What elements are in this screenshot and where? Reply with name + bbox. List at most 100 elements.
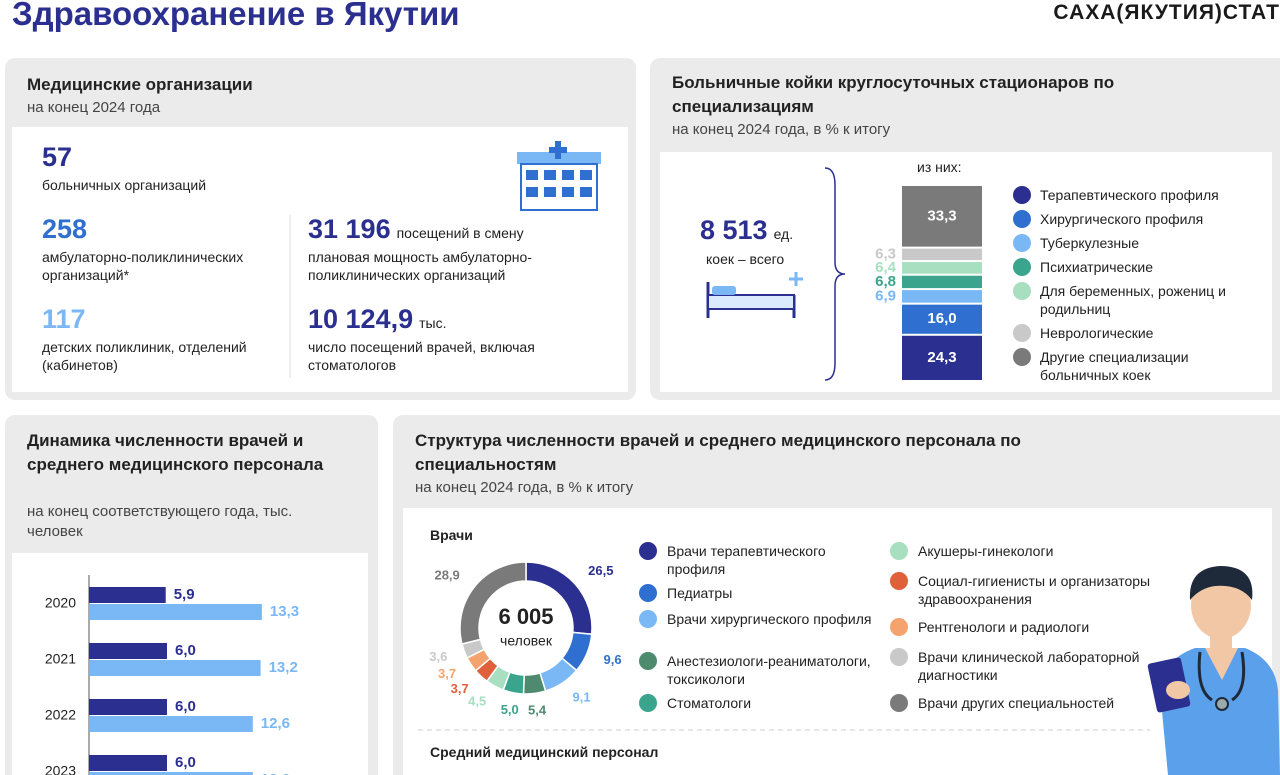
chart-title: Структура численности врачей и среднего … bbox=[415, 431, 1021, 474]
value-label: 12,6 bbox=[261, 771, 290, 775]
donut-slice bbox=[459, 561, 527, 645]
chart-subtitle: на конец 2024 года, в % к итогу bbox=[672, 121, 891, 138]
legend-label: Врачи других специальностей bbox=[918, 695, 1115, 711]
legend-label: Врачи клинической лабораторной диагности… bbox=[918, 649, 1140, 683]
value-label: 9,6 bbox=[604, 652, 622, 667]
legend-label: Туберкулезные bbox=[1040, 235, 1139, 251]
legend-swatch bbox=[639, 694, 657, 712]
value-label: 3,7 bbox=[451, 681, 469, 696]
legend-swatch bbox=[1013, 324, 1031, 342]
value-label: 3,6 bbox=[429, 649, 447, 664]
stat-unit: посещений в смену bbox=[396, 225, 524, 241]
value-label: 6,8 bbox=[875, 273, 896, 290]
legend-label: Акушеры-гинекологи bbox=[918, 543, 1054, 559]
legend-swatch bbox=[639, 584, 657, 602]
legend-swatch bbox=[1013, 186, 1031, 204]
bar-segment bbox=[902, 290, 982, 303]
legend-swatch bbox=[1013, 234, 1031, 252]
legend-label: Педиатры bbox=[667, 585, 733, 601]
bar bbox=[89, 587, 166, 603]
stat-label: число посещений врачей, включая стоматол… bbox=[308, 339, 535, 373]
legend-swatch bbox=[1013, 348, 1031, 366]
bar-segment bbox=[902, 335, 982, 380]
value-label: 24,3 bbox=[927, 349, 956, 366]
value-label: 26,5 bbox=[588, 563, 613, 578]
value-label: 6,0 bbox=[175, 642, 196, 659]
value-label: 5,4 bbox=[528, 703, 547, 718]
bar bbox=[89, 755, 167, 771]
card-title: Медицинские организации bbox=[27, 75, 253, 94]
legend-swatch bbox=[1013, 210, 1031, 228]
bar bbox=[89, 772, 253, 775]
center-value: 6 005 bbox=[498, 604, 553, 629]
value-label: 6,4 bbox=[875, 259, 897, 276]
bar bbox=[89, 604, 262, 620]
legend-label: Врачи терапевтического профиля bbox=[667, 543, 826, 577]
bar-segment bbox=[902, 275, 982, 289]
total-label: коек – всего bbox=[706, 251, 785, 267]
annotation: из них: bbox=[917, 159, 962, 175]
bar bbox=[89, 643, 167, 659]
value-label: 13,2 bbox=[269, 659, 298, 676]
legend-swatch bbox=[890, 618, 908, 636]
stat-value: 10 124,9 bbox=[308, 304, 414, 334]
card-subtitle: на конец 2024 года bbox=[27, 99, 161, 116]
legend-swatch bbox=[639, 542, 657, 560]
total-unit: ед. bbox=[773, 226, 794, 242]
value-label: 6,0 bbox=[175, 754, 196, 771]
hospital-icon bbox=[517, 141, 601, 211]
total-row: 8 513 ед. bbox=[700, 215, 793, 249]
legend-label: Неврологические bbox=[1040, 325, 1154, 341]
legend-label: Другие специализации больничных коек bbox=[1040, 349, 1189, 383]
stat-value-row: 117 bbox=[42, 304, 86, 334]
bar-segment bbox=[902, 262, 982, 274]
value-label: 6,3 bbox=[875, 245, 896, 262]
value-label: 6,9 bbox=[875, 287, 896, 304]
page-title: Здравоохранение в Якутии bbox=[12, 0, 460, 32]
value-label: 33,3 bbox=[927, 207, 956, 224]
category-label: 2022 bbox=[45, 707, 76, 723]
stat-value-row: 10 124,9 тыс. bbox=[308, 304, 446, 338]
legend-label: Стоматологи bbox=[667, 695, 752, 711]
center-label: человек bbox=[500, 633, 553, 649]
stat-value: 31 196 bbox=[308, 214, 391, 244]
legend-label: Хирургического профиля bbox=[1040, 211, 1204, 227]
legend-swatch bbox=[1013, 258, 1031, 276]
legend-label: Терапевтического профиля bbox=[1040, 187, 1219, 203]
value-label: 6,0 bbox=[175, 698, 196, 715]
category-label: 2023 bbox=[45, 763, 76, 775]
stat-unit: тыс. bbox=[419, 315, 447, 331]
value-label: 13,3 bbox=[270, 603, 299, 620]
logo: САХА(ЯКУТИЯ)СТАТ bbox=[1053, 1, 1280, 24]
category-label: 2021 bbox=[45, 651, 76, 667]
value-label: 5,9 bbox=[174, 586, 195, 603]
total-value: 8 513 bbox=[700, 215, 768, 245]
category-label: 2020 bbox=[45, 595, 76, 611]
value-label: 5,0 bbox=[501, 702, 519, 717]
stat-value: 57 bbox=[42, 142, 73, 172]
value-label: 9,1 bbox=[573, 689, 591, 704]
legend-label: Анестезиологи-реаниматологи, токсикологи bbox=[667, 653, 871, 687]
value-label: 3,7 bbox=[438, 666, 456, 681]
legend-label: Психиатрические bbox=[1040, 259, 1154, 275]
value-label: 16,0 bbox=[927, 310, 956, 327]
legend-swatch bbox=[890, 648, 908, 666]
legend-swatch bbox=[890, 542, 908, 560]
brace bbox=[824, 167, 846, 381]
bar-segment bbox=[902, 304, 982, 334]
bed-icon bbox=[706, 272, 803, 318]
legend-swatch bbox=[890, 572, 908, 590]
stat-value: 258 bbox=[42, 214, 88, 244]
bar bbox=[89, 660, 261, 676]
chart-title: Динамика численности врачей и среднего м… bbox=[27, 431, 324, 474]
stat-label: плановая мощность амбулаторно-поликлинич… bbox=[308, 249, 532, 283]
section-label: Врачи bbox=[430, 527, 473, 543]
bar bbox=[89, 699, 167, 715]
legend-swatch bbox=[639, 610, 657, 628]
stat-value-row: 57 bbox=[42, 142, 72, 172]
legend-label: Для беременных, рожениц и родильниц bbox=[1040, 283, 1226, 317]
chart-subtitle: на конец соответствующего года, тыс. чел… bbox=[27, 503, 293, 540]
stat-value: 117 bbox=[42, 304, 86, 334]
